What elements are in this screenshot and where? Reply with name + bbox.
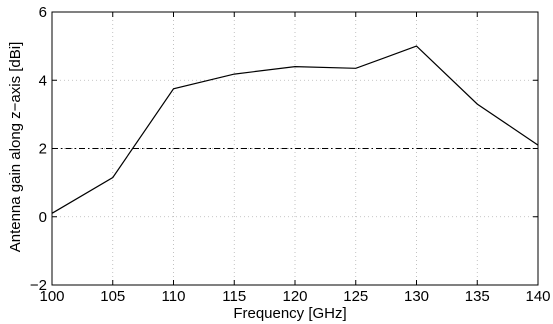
y-axis-title: Antenna gain along z−axis [dBi] <box>7 42 24 253</box>
x-tick-label: 135 <box>465 288 490 305</box>
x-tick-label: 105 <box>100 288 125 305</box>
y-tick-label: 6 <box>39 4 47 21</box>
y-tick-label: −2 <box>30 277 47 294</box>
x-axis-title: Frequency [GHz] <box>233 305 346 322</box>
x-tick-label: 120 <box>282 288 307 305</box>
x-tick-label: 115 <box>222 288 246 305</box>
x-tick-label: 125 <box>343 288 368 305</box>
y-tick-label: 4 <box>39 72 47 89</box>
x-tick-label: 130 <box>404 288 429 305</box>
y-tick-label: 0 <box>39 209 47 226</box>
y-tick-label: 2 <box>39 141 47 158</box>
x-tick-label: 110 <box>162 288 186 305</box>
x-tick-label: 100 <box>39 288 64 305</box>
x-tick-label: 140 <box>525 288 550 305</box>
